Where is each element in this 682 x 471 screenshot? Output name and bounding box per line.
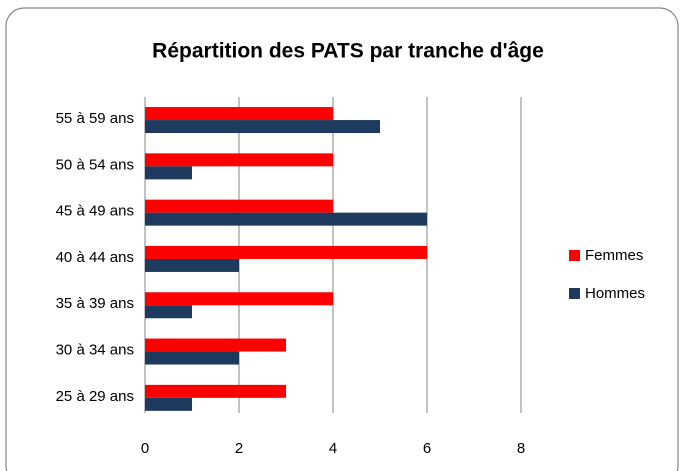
x-tick-label: 6: [423, 440, 431, 457]
bar: [145, 107, 333, 121]
y-tick-label: 50 à 54 ans: [56, 156, 134, 173]
bar: [145, 305, 192, 319]
x-tick-label: 4: [329, 440, 337, 457]
y-tick-label: 35 à 39 ans: [56, 295, 134, 312]
legend-label: Hommes: [585, 285, 645, 302]
y-tick-label: 45 à 49 ans: [56, 203, 134, 220]
bar: [145, 245, 427, 259]
y-tick-label: 25 à 29 ans: [56, 388, 134, 405]
bar: [145, 351, 239, 365]
x-tick-label: 8: [517, 440, 525, 457]
bar: [145, 384, 286, 398]
chart-title: Répartition des PATS par tranche d'âge: [152, 40, 544, 63]
y-tick-label: 40 à 44 ans: [56, 249, 134, 266]
bar: [145, 153, 333, 167]
bar: [145, 120, 380, 134]
x-tick-label: 0: [141, 440, 149, 457]
bar: [145, 292, 333, 306]
bar: [145, 397, 192, 411]
bar: [145, 199, 333, 213]
bar: [145, 258, 239, 272]
x-tick-label: 2: [235, 440, 243, 457]
bar: [145, 338, 286, 352]
legend-label: Femmes: [585, 247, 643, 264]
legend-swatch: [569, 288, 580, 299]
y-tick-label: 30 à 34 ans: [56, 342, 134, 359]
legend-swatch: [569, 250, 580, 261]
bar: [145, 212, 427, 226]
y-tick-label: 55 à 59 ans: [56, 110, 134, 127]
bar: [145, 166, 192, 180]
